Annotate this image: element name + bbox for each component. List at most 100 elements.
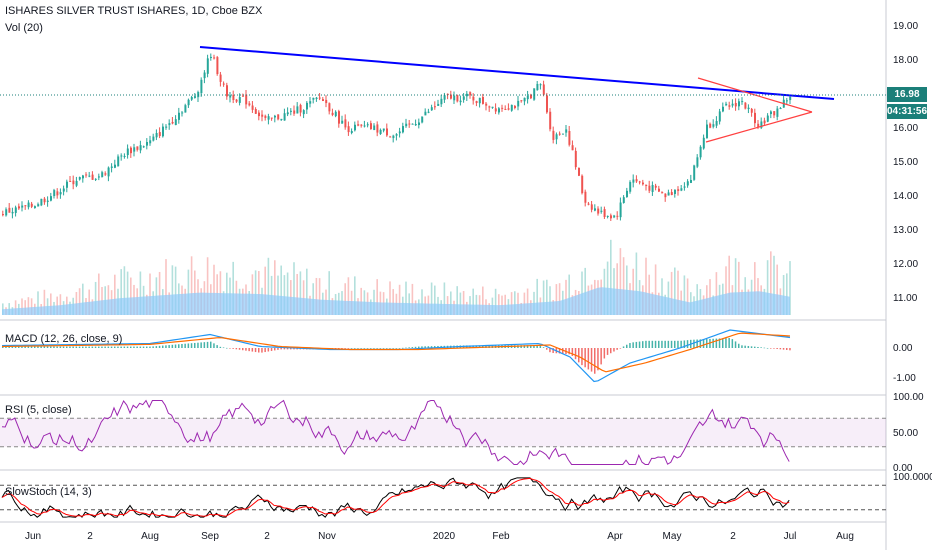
macd-histogram-bar	[222, 347, 225, 349]
macd-histogram-bar	[114, 346, 116, 348]
macd-histogram-bar	[174, 344, 177, 348]
macd-histogram-bar	[357, 348, 359, 349]
candle-body	[421, 116, 424, 123]
volume-bar	[786, 273, 788, 315]
volume-bar	[114, 274, 116, 315]
macd-histogram-bar	[190, 343, 193, 348]
candle-body	[382, 128, 385, 131]
candle-body	[568, 130, 571, 145]
macd-histogram-bar	[546, 348, 548, 350]
candle-body	[693, 165, 696, 180]
macd-histogram-bar	[171, 344, 174, 348]
candle-body	[8, 207, 11, 213]
candle-body	[517, 100, 520, 107]
candlestick-series[interactable]	[2, 53, 792, 222]
macd-histogram-bar	[123, 346, 126, 348]
macd-histogram-bar	[594, 348, 596, 374]
candle-body	[94, 178, 97, 180]
candle-body	[498, 108, 500, 113]
time-tick-label: Aug	[141, 531, 159, 542]
candle-body	[453, 95, 456, 101]
macd-histogram-bar	[574, 348, 577, 360]
candle-body	[34, 206, 36, 208]
candle-body	[37, 204, 40, 207]
volume-bar	[754, 262, 756, 315]
macd-histogram-bar	[8, 346, 10, 348]
macd-histogram-bar	[270, 348, 273, 351]
candle-body	[546, 95, 548, 113]
volume-bar	[472, 288, 474, 315]
candle-body	[744, 102, 747, 109]
candle-body	[261, 114, 264, 117]
macd-histogram-bar	[59, 346, 62, 348]
macd-histogram-bar	[478, 345, 481, 348]
candle-body	[110, 166, 113, 168]
candle-body	[219, 74, 222, 82]
macd-histogram-bar	[779, 348, 782, 350]
volume-bar	[24, 300, 26, 315]
macd-histogram-bar	[27, 346, 30, 348]
candle-body	[613, 215, 616, 218]
macd-histogram-bar	[267, 348, 270, 352]
macd-label: MACD (12, 26, close, 9)	[5, 333, 123, 345]
price-axis[interactable]: 19.0018.0017.0016.0015.0014.0013.0012.00…	[893, 21, 932, 483]
macd-histogram-bar	[619, 348, 622, 349]
candle-body	[450, 94, 452, 99]
macd-histogram-bar	[18, 346, 20, 348]
resistance-trendline[interactable]	[199, 46, 835, 100]
time-tick-label: Apr	[607, 531, 623, 542]
macd-tick-label: -1.00	[893, 373, 916, 384]
volume-bar	[213, 264, 215, 315]
macd-histogram-bar	[747, 345, 750, 348]
volume-bar	[27, 297, 30, 315]
triangle-pattern[interactable]	[697, 77, 813, 143]
volume-bar	[584, 267, 586, 315]
macd-histogram-bar	[181, 343, 183, 348]
rsi-label: RSI (5, close)	[5, 404, 72, 416]
volume-bar	[459, 292, 462, 315]
macd-histogram-bar	[760, 347, 762, 348]
candle-body	[101, 172, 104, 177]
volume-bar	[389, 281, 391, 315]
volume-bar	[123, 266, 126, 315]
candle-body	[427, 111, 430, 113]
macd-histogram-bar	[744, 345, 746, 348]
volume-bar	[728, 255, 730, 315]
candle-body	[53, 190, 56, 197]
candle-body	[238, 97, 241, 103]
candle-body	[734, 102, 737, 107]
volume-bar	[450, 291, 452, 315]
candle-body	[776, 108, 779, 117]
volume-bar	[555, 284, 558, 315]
volume-bar	[302, 280, 305, 315]
macd-histogram-bar	[283, 348, 286, 350]
macd-histogram-bar	[187, 343, 190, 348]
candle-body	[552, 130, 555, 140]
candle-body	[706, 124, 708, 139]
macd-histogram-bar	[568, 348, 570, 355]
macd-tick-label: 0.00	[893, 343, 913, 354]
volume-bar	[635, 252, 638, 315]
candle-body	[738, 101, 740, 107]
volume-bar	[494, 288, 497, 315]
macd-histogram-bar	[2, 346, 4, 348]
macd-pane	[1, 329, 791, 383]
candle-body	[27, 202, 30, 208]
candle-body	[485, 103, 488, 106]
volume-bar	[98, 273, 100, 315]
macd-histogram-bar	[78, 346, 81, 348]
candle-body	[363, 125, 366, 127]
candle-body	[766, 115, 769, 122]
candle-body	[126, 148, 129, 156]
macd-histogram-bar	[216, 345, 218, 348]
time-axis[interactable]: Jun 2 Aug Sep 2 Nov 2020 Feb Apr May 2 Jul Aug	[25, 531, 854, 542]
volume-bar	[158, 271, 161, 315]
rsi-tick-label: 100.00	[893, 392, 924, 403]
candle-body	[664, 193, 667, 198]
time-tick-label: Jul	[784, 531, 797, 542]
time-tick-label: Nov	[318, 531, 336, 542]
volume-bar	[254, 270, 257, 315]
macd-histogram-bar	[782, 348, 785, 350]
triangle-lower-line	[705, 111, 813, 143]
